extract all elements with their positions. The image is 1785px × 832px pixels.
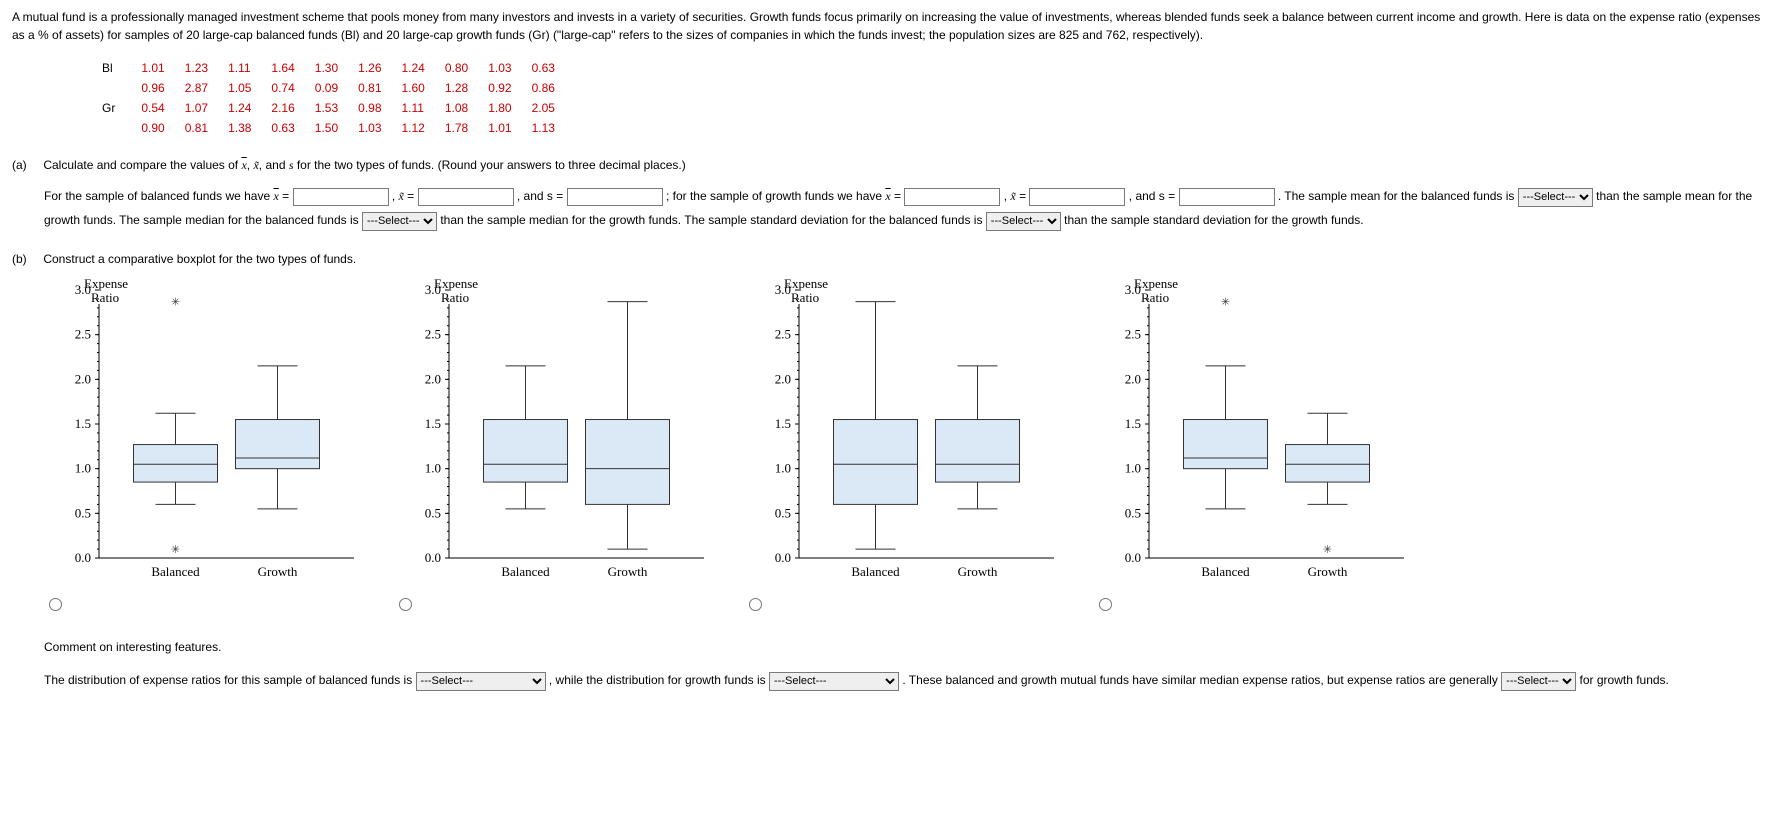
table-cell: 1.01 — [131, 58, 174, 78]
svg-text:1.0: 1.0 — [425, 461, 441, 476]
svg-text:3.0: 3.0 — [1125, 282, 1141, 297]
svg-text:0.0: 0.0 — [425, 550, 441, 565]
sd-compare-select[interactable]: ---Select--- — [986, 212, 1061, 231]
gr-label: Gr — [92, 98, 131, 118]
svg-text:1.5: 1.5 — [1125, 416, 1141, 431]
svg-text:3.0: 3.0 — [425, 282, 441, 297]
svg-text:2.0: 2.0 — [425, 371, 441, 386]
svg-text:Ratio: Ratio — [441, 290, 469, 305]
svg-text:Ratio: Ratio — [91, 290, 119, 305]
svg-text:✳: ✳ — [1221, 297, 1230, 309]
boxplot-radio-2[interactable] — [399, 598, 412, 611]
svg-text:1.5: 1.5 — [425, 416, 441, 431]
svg-text:2.5: 2.5 — [1125, 327, 1141, 342]
svg-text:Balanced: Balanced — [151, 564, 200, 579]
comment-sentence: The distribution of expense ratios for t… — [44, 668, 1773, 692]
svg-text:Balanced: Balanced — [1201, 564, 1250, 579]
svg-text:✳: ✳ — [171, 544, 180, 556]
part-a-prompt: Calculate and compare the values of x, x… — [43, 156, 1772, 174]
boxplot-option-3: ExpenseRatio0.00.51.01.52.02.53.0Balance… — [744, 278, 1084, 616]
svg-text:0.0: 0.0 — [775, 550, 791, 565]
part-b-label: (b) — [12, 250, 40, 268]
fund-data-table: Bl 1.011.231.111.641.301.261.240.801.030… — [92, 58, 565, 138]
svg-text:0.5: 0.5 — [1125, 505, 1141, 520]
part-b-prompt: Construct a comparative boxplot for the … — [43, 250, 1772, 268]
boxplot-option-2: ExpenseRatio0.00.51.01.52.02.53.0Balance… — [394, 278, 734, 616]
bal-mean-input[interactable] — [293, 188, 389, 206]
svg-text:0.5: 0.5 — [775, 505, 791, 520]
bl-label: Bl — [92, 58, 131, 78]
boxplot-radio-4[interactable] — [1099, 598, 1112, 611]
svg-text:1.5: 1.5 — [75, 416, 91, 431]
svg-text:Growth: Growth — [258, 564, 298, 579]
generally-select[interactable]: ---Select--- — [1501, 672, 1576, 691]
bal-median-input[interactable] — [418, 188, 514, 206]
mean-compare-select[interactable]: ---Select--- — [1518, 188, 1593, 207]
median-compare-select[interactable]: ---Select--- — [362, 212, 437, 231]
intro-paragraph: A mutual fund is a professionally manage… — [12, 8, 1773, 44]
svg-text:0.0: 0.0 — [75, 550, 91, 565]
bal-dist-select[interactable]: ---Select--- — [416, 672, 546, 691]
part-a-label: (a) — [12, 156, 40, 174]
grow-mean-input[interactable] — [904, 188, 1000, 206]
boxplot-radio-1[interactable] — [49, 598, 62, 611]
svg-text:2.5: 2.5 — [775, 327, 791, 342]
svg-text:2.0: 2.0 — [775, 371, 791, 386]
svg-text:✳: ✳ — [1323, 544, 1332, 556]
svg-text:0.5: 0.5 — [425, 505, 441, 520]
svg-text:Ratio: Ratio — [791, 290, 819, 305]
comment-prompt: Comment on interesting features. — [44, 638, 1773, 656]
svg-text:3.0: 3.0 — [775, 282, 791, 297]
svg-text:1.0: 1.0 — [775, 461, 791, 476]
grow-dist-select[interactable]: ---Select--- — [769, 672, 899, 691]
svg-text:Growth: Growth — [958, 564, 998, 579]
part-a-answer-sentence: For the sample of balanced funds we have… — [44, 184, 1773, 232]
svg-text:0.5: 0.5 — [75, 505, 91, 520]
boxplot-option-1: ExpenseRatio0.00.51.01.52.02.53.0✳✳Balan… — [44, 278, 384, 616]
boxplot-option-4: ExpenseRatio0.00.51.01.52.02.53.0✳Balanc… — [1094, 278, 1434, 616]
grow-median-input[interactable] — [1029, 188, 1125, 206]
boxplot-options-row: ExpenseRatio0.00.51.01.52.02.53.0✳✳Balan… — [44, 278, 1773, 616]
svg-text:Balanced: Balanced — [851, 564, 900, 579]
svg-text:1.0: 1.0 — [1125, 461, 1141, 476]
svg-text:Ratio: Ratio — [1141, 290, 1169, 305]
svg-text:1.0: 1.0 — [75, 461, 91, 476]
text-segment: For the sample of balanced funds we have — [44, 189, 273, 203]
svg-text:Balanced: Balanced — [501, 564, 550, 579]
svg-text:2.0: 2.0 — [1125, 371, 1141, 386]
svg-text:1.5: 1.5 — [775, 416, 791, 431]
grow-sd-input[interactable] — [1179, 188, 1275, 206]
svg-text:✳: ✳ — [171, 297, 180, 309]
bal-sd-input[interactable] — [567, 188, 663, 206]
svg-text:3.0: 3.0 — [75, 282, 91, 297]
svg-text:Growth: Growth — [608, 564, 648, 579]
svg-text:0.0: 0.0 — [1125, 550, 1141, 565]
svg-text:Growth: Growth — [1308, 564, 1348, 579]
svg-text:2.5: 2.5 — [75, 327, 91, 342]
svg-text:2.5: 2.5 — [425, 327, 441, 342]
svg-text:2.0: 2.0 — [75, 371, 91, 386]
boxplot-radio-3[interactable] — [749, 598, 762, 611]
